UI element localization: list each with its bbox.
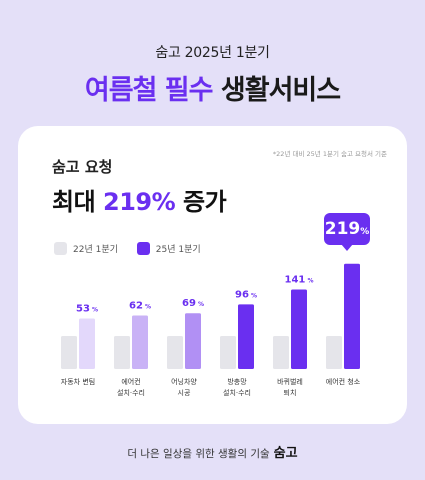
headline-accent: 여름철 필수 [84, 75, 214, 106]
bar-2025-2 [185, 313, 201, 369]
bar-2022-0 [61, 336, 77, 369]
increase-unit-0: % [90, 307, 98, 314]
headline-rest: 생활서비스 [212, 75, 341, 106]
category-label-1-1: 설치·수리 [117, 388, 145, 397]
source-note: *22년 대비 25년 1분기 숨고 요청서 기준 [272, 150, 387, 158]
legend-item-2025: 25년 1분기 [136, 242, 201, 255]
stat-value: 219% [103, 188, 176, 216]
legend-swatch-2022 [54, 242, 67, 255]
increase-label-0: 53 % [76, 304, 98, 315]
footer: 더 나은 일상을 위한 생활의 기술 숨고 [0, 442, 425, 461]
callout-unit: % [360, 227, 370, 237]
stat-suffix: 증가 [175, 188, 227, 216]
bar-2025-4 [291, 289, 307, 369]
category-label-4-1: 퇴치 [284, 388, 297, 397]
bar-2022-5 [326, 336, 342, 369]
increase-unit-1: % [143, 304, 151, 311]
chart-card: *22년 대비 25년 1분기 숨고 요청서 기준 숨고 요청 최대 219% … [18, 126, 407, 424]
brand-logo: 숨고 [273, 446, 298, 461]
category-label-0-0: 자동차 변팀 [61, 377, 95, 386]
bar-2025-5 [344, 263, 360, 369]
big-stat: 최대 219% 증가 [52, 182, 227, 217]
bar-2022-2 [167, 336, 183, 369]
category-label-4-0: 바퀴벌레 [277, 377, 303, 386]
bar-2025-0 [79, 318, 95, 369]
category-label-3-1: 설치·수리 [223, 388, 251, 397]
bar-2022-3 [220, 336, 236, 369]
category-label-5-0: 에어컨 청소 [326, 377, 361, 386]
category-label-2-0: 어닝차양 [171, 377, 197, 386]
chart-legend: 22년 1분기 25년 1분기 [54, 242, 217, 258]
increase-label-4: 141 % [285, 274, 314, 285]
bar-2022-4 [273, 336, 289, 369]
increase-label-2: 69 % [182, 298, 204, 309]
bar-2022-1 [114, 336, 130, 369]
bar-2025-3 [238, 304, 254, 369]
max-callout: 219% [324, 213, 370, 251]
increase-value-3: 96 [235, 289, 249, 300]
increase-value-0: 53 [76, 304, 90, 315]
increase-value-1: 62 [129, 301, 143, 312]
card-title: 숨고 요청 [52, 158, 113, 176]
bar-2025-1 [132, 315, 148, 369]
header-subtitle: 숨고 2025년 1분기 [155, 45, 270, 61]
increase-unit-4: % [305, 277, 313, 284]
callout-value: 219 [324, 219, 361, 239]
increase-unit-2: % [196, 301, 204, 308]
legend-item-2022: 22년 1분기 [54, 242, 118, 255]
headline: 여름철 필수 생활서비스 [0, 68, 425, 107]
category-label-3-0: 방충망 [227, 377, 247, 386]
increase-unit-3: % [249, 292, 257, 299]
footer-tagline: 더 나은 일상을 위한 생활의 기술 [127, 448, 270, 460]
increase-value-2: 69 [182, 298, 196, 309]
increase-label-1: 62 % [129, 301, 151, 312]
legend-label-2022: 22년 1분기 [73, 245, 118, 255]
category-label-1-0: 에어컨 [121, 377, 140, 386]
legend-label-2025: 25년 1분기 [155, 245, 201, 255]
category-label-2-1: 시공 [178, 389, 191, 397]
legend-swatch-2025 [136, 242, 150, 255]
increase-value-4: 141 [285, 274, 306, 285]
increase-label-3: 96 % [235, 289, 257, 300]
stat-prefix: 최대 [52, 188, 104, 216]
